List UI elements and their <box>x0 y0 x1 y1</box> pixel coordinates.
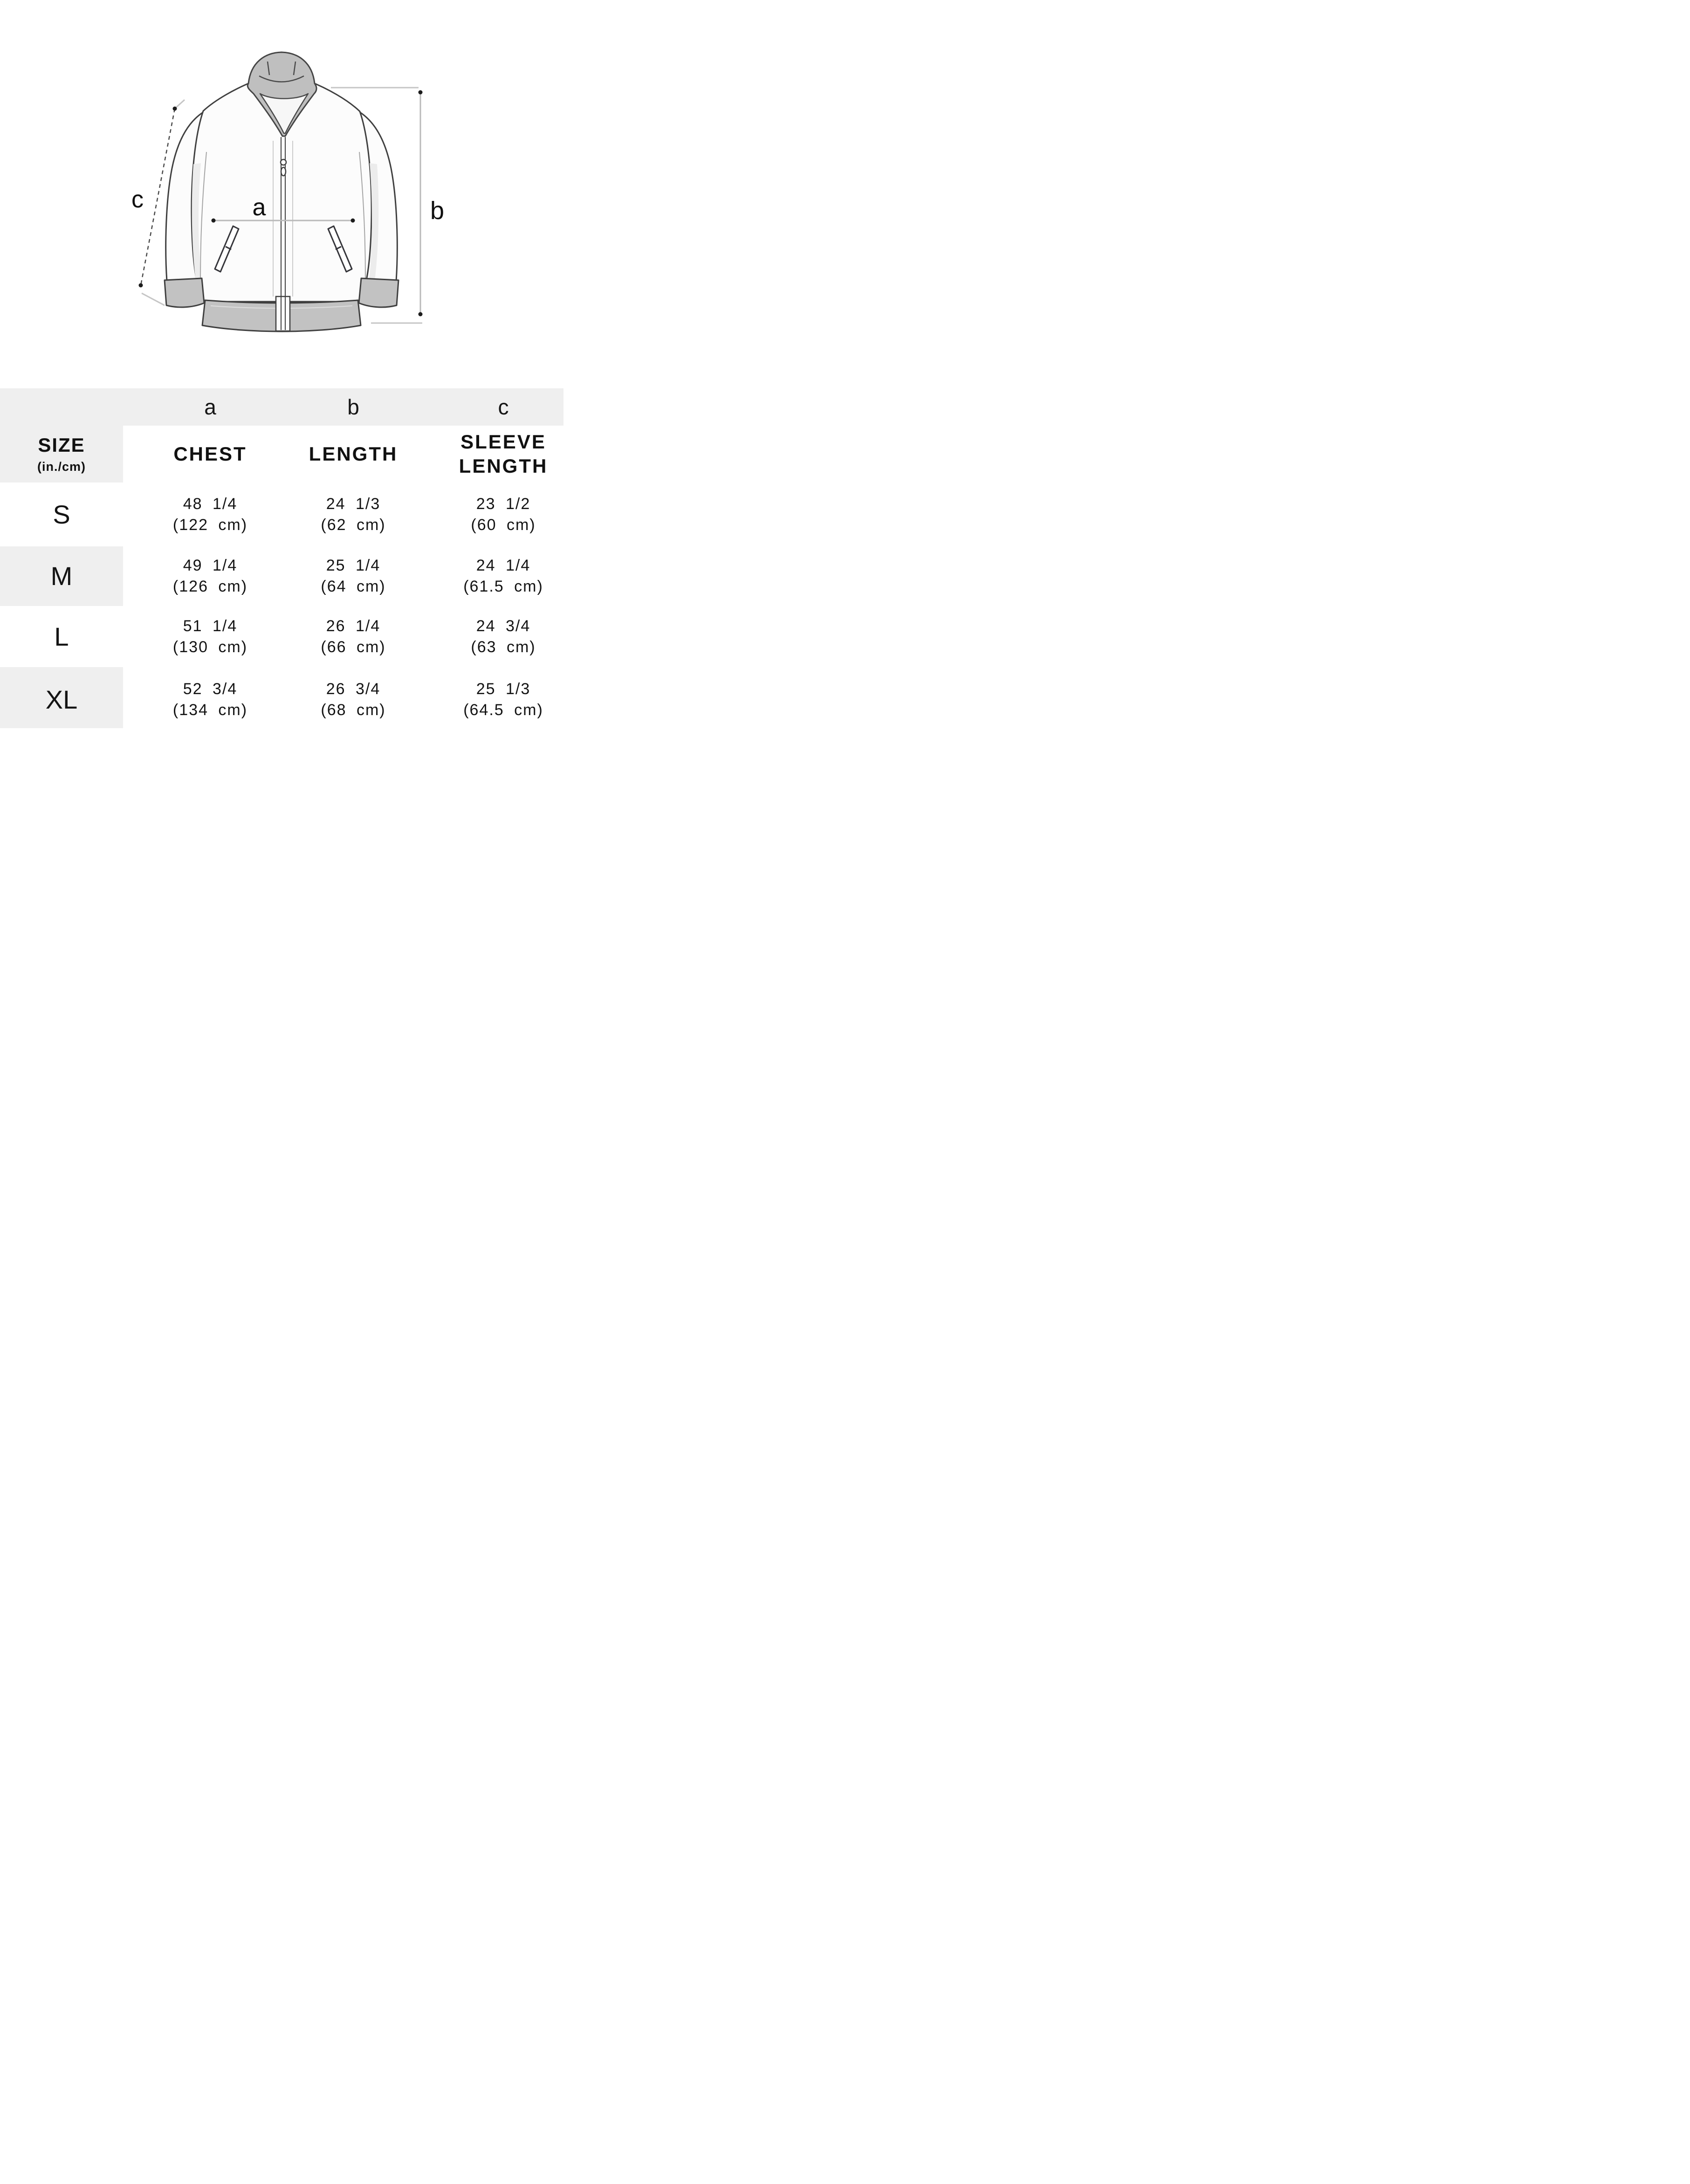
value-l-chest: 51 1/4 (130 cm) <box>172 617 248 656</box>
band-corner-cell <box>0 388 123 426</box>
measure-c-label: c <box>131 186 144 213</box>
measure-a-label: a <box>253 194 266 221</box>
jacket-placket <box>275 296 291 332</box>
value-xl-chest: 52 3/4 (134 cm) <box>172 680 248 719</box>
value-xl-sleeve: 25 1/3 (64.5 cm) <box>463 680 543 719</box>
size-header-title: SIZE <box>38 434 85 456</box>
jacket-collar <box>247 51 317 137</box>
value-s-chest: 48 1/4 (122 cm) <box>172 495 248 534</box>
size-cell-m: M <box>0 546 123 606</box>
jacket-seam-lines <box>200 152 366 279</box>
jacket-illustration: a b c <box>131 51 444 332</box>
band-letter-a: a <box>123 388 297 426</box>
band-letter-b: b <box>297 388 435 426</box>
value-l-sleeve: 24 3/4 (63 cm) <box>471 617 536 656</box>
col-header-length: LENGTH <box>309 442 398 465</box>
jacket-cuffs <box>164 277 399 308</box>
value-m-length: 25 1/4 (64 cm) <box>321 557 386 595</box>
value-l-length: 26 1/4 (66 cm) <box>321 617 386 656</box>
value-m-sleeve: 24 1/4 (61.5 cm) <box>463 557 543 595</box>
jacket-size-diagram: a b c <box>0 0 563 388</box>
size-table: a b c SIZE (in./cm) CHEST LENGTH SLEEVE … <box>0 388 563 728</box>
band-letter-a-text: a <box>204 395 216 419</box>
size-header-cell: SIZE (in./cm) <box>0 426 123 482</box>
size-cell-l: L <box>54 621 69 651</box>
band-letter-b-text: b <box>347 395 359 419</box>
size-header-unit: (in./cm) <box>37 459 86 474</box>
size-cell-xl: XL <box>0 667 123 728</box>
value-s-sleeve: 23 1/2 (60 cm) <box>471 495 536 534</box>
measure-b-label: b <box>430 197 444 225</box>
jacket-pockets <box>214 225 353 273</box>
band-letter-c: c <box>435 388 563 426</box>
jacket-zipper-pull <box>280 158 287 177</box>
measure-a-line <box>211 218 355 223</box>
col-header-chest: CHEST <box>173 442 247 465</box>
size-chart-page: a b c a <box>0 0 563 728</box>
size-cell-s: S <box>53 499 70 529</box>
jacket-shading <box>192 163 379 292</box>
value-s-length: 24 1/3 (62 cm) <box>321 495 386 534</box>
measure-c-line <box>138 99 185 306</box>
value-xl-length: 26 3/4 (68 cm) <box>321 680 386 719</box>
value-m-chest: 49 1/4 (126 cm) <box>172 557 248 595</box>
jacket-placket-stitching <box>273 141 293 296</box>
col-header-sleeve-length: SLEEVE LENGTH <box>459 430 548 477</box>
band-letter-c-text: c <box>498 395 509 419</box>
measure-b-line <box>331 87 423 324</box>
